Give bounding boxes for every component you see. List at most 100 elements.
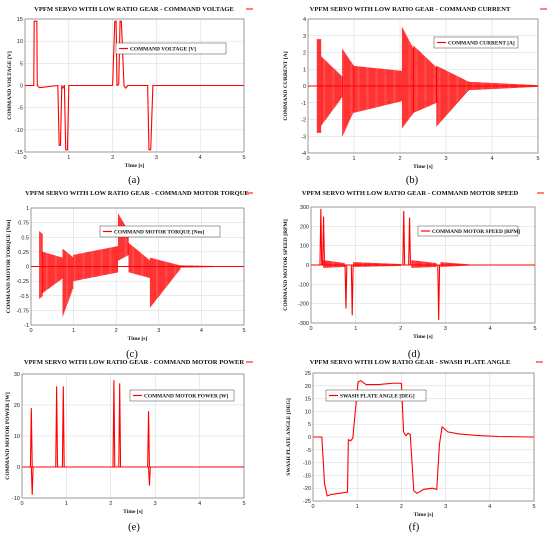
x-tick-label: 4: [488, 504, 491, 510]
x-tick-label: 4: [200, 328, 203, 334]
x-axis-label: Time [s]: [413, 164, 433, 170]
legend-box: [99, 225, 221, 238]
x-tick-label: 2: [111, 155, 114, 161]
x-axis-label: Time [s]: [413, 334, 433, 340]
oscillation-band: [413, 45, 437, 113]
y-tick-label: 0: [26, 265, 29, 271]
x-tick-label: 1: [354, 326, 357, 332]
panel-caption: (a): [128, 175, 140, 186]
series-spike: [402, 210, 406, 266]
y-tick-label: 0: [306, 263, 309, 269]
y-axis-label: SWASH PLATE ANGLE [DEG]: [286, 398, 292, 476]
x-tick-label: 3: [155, 155, 158, 161]
y-tick-label: -2: [301, 118, 306, 124]
panel-caption: (c): [126, 349, 138, 360]
oscillation-band: [62, 248, 74, 317]
oscillation-band: [179, 265, 244, 268]
oscillation-band: [411, 260, 437, 268]
y-tick-label: 0: [308, 435, 311, 441]
x-tick-label: 1: [72, 328, 75, 334]
x-tick-label: 2: [399, 326, 402, 332]
x-tick-label: 0: [311, 504, 314, 510]
oscillation-band: [320, 55, 343, 127]
y-tick-label: -10: [15, 128, 23, 134]
x-tick-label: 1: [65, 501, 68, 507]
legend-label: COMMAND MOTOR TORQUE [Nm]: [114, 230, 204, 236]
series-spike: [112, 380, 116, 468]
oscillation-band: [128, 243, 151, 279]
x-tick-label: 2: [109, 501, 112, 507]
chart-panel-1: VPFM SERVO WITH LOW RATIO GEAR - COMMAND…: [7, 6, 253, 169]
legend-label: COMMAND MOTOR SPEED [RPM]: [432, 229, 520, 235]
x-tick-label: 1: [352, 156, 355, 162]
y-tick-label: 300: [300, 205, 309, 211]
y-tick-label: 1: [26, 206, 29, 212]
series-spike: [344, 264, 348, 309]
x-tick-label: 5: [242, 155, 245, 161]
y-tick-label: 200: [300, 224, 309, 230]
series-line: [313, 380, 534, 497]
x-tick-label: 4: [490, 156, 493, 162]
x-tick-label: 0: [306, 156, 309, 162]
y-tick-label: 0.25: [18, 250, 29, 256]
oscillation-band: [436, 65, 469, 127]
legend-box: [433, 36, 519, 49]
y-tick-label: -1: [24, 323, 29, 329]
y-tick-label: 0: [20, 84, 23, 90]
x-axis-label: Time [s]: [125, 163, 145, 169]
series-spike: [322, 216, 325, 266]
oscillation-band: [342, 49, 354, 137]
chart-title: VPFM SERVO WITH LOW RATIO GEAR - COMMAND…: [310, 6, 511, 13]
y-tick-label: -25: [303, 499, 311, 505]
chart-title: VPFM SERVO WITH LOW RATIO GEAR - COMMAND…: [24, 359, 244, 366]
y-tick-label: 5: [308, 422, 311, 428]
y-axis-label: COMMAND MOTOR TORQUE [Nm]: [6, 220, 12, 314]
oscillation-band: [401, 27, 414, 128]
x-tick-label: 5: [242, 328, 245, 334]
series-spike: [118, 383, 122, 468]
y-tick-label: -0.75: [16, 308, 29, 314]
x-tick-label: 3: [157, 328, 160, 334]
y-axis-label: COMMAND MOTOR POWER [W]: [5, 392, 11, 480]
y-tick-label: 15: [17, 17, 23, 23]
data-layer: [308, 27, 538, 137]
oscillation-band: [440, 262, 472, 267]
y-tick-label: -0.5: [20, 294, 29, 300]
oscillation-band: [353, 262, 401, 267]
data-layer: [25, 20, 244, 151]
x-tick-label: 4: [198, 501, 201, 507]
y-tick-label: 30: [14, 372, 20, 378]
x-tick-label: 2: [115, 328, 118, 334]
series-spike: [147, 466, 151, 486]
legend-box: [325, 389, 427, 402]
series-spike: [350, 264, 354, 316]
y-tick-label: 10: [14, 434, 20, 440]
y-tick-label: -200: [298, 302, 309, 308]
y-axis-label: COMMAND CURRENT [A]: [283, 51, 289, 120]
y-tick-label: -1: [301, 101, 306, 107]
x-tick-label: 3: [444, 504, 447, 510]
chart-title: VPFM SERVO WITH LOW RATIO GEAR - COMMAND…: [302, 190, 519, 197]
oscillation-band: [316, 39, 322, 133]
data-layer: [311, 208, 535, 321]
x-tick-label: 1: [356, 504, 359, 510]
legend-label: COMMAND VOLTAGE [V]: [130, 47, 196, 53]
oscillation-band: [353, 65, 403, 113]
y-tick-label: -20: [303, 486, 311, 492]
chart-title: VPFM SERVO WITH LOW RATIO GEAR - COMMAND…: [25, 190, 249, 197]
x-tick-label: 2: [400, 504, 403, 510]
oscillation-band: [468, 81, 538, 91]
series-spike: [55, 386, 59, 468]
y-axis-label: COMMAND VOLTAGE [V]: [7, 51, 13, 120]
x-tick-label: 0: [20, 501, 23, 507]
x-tick-label: 5: [533, 326, 536, 332]
x-tick-label: 2: [398, 156, 401, 162]
x-tick-label: 3: [444, 326, 447, 332]
y-tick-label: 0: [17, 465, 20, 471]
data-layer: [313, 380, 534, 497]
y-tick-label: -15: [15, 150, 23, 156]
y-tick-label: -300: [298, 321, 309, 327]
data-layer: [22, 380, 244, 495]
x-tick-label: 4: [489, 326, 492, 332]
x-tick-label: 0: [23, 155, 26, 161]
